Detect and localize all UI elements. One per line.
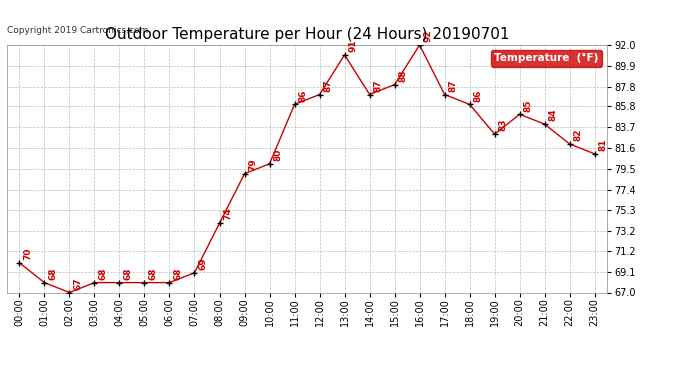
- Text: 68: 68: [124, 267, 132, 280]
- Text: 74: 74: [224, 208, 233, 220]
- Text: 79: 79: [248, 158, 257, 171]
- Text: 68: 68: [99, 267, 108, 280]
- Text: 81: 81: [599, 139, 608, 151]
- Text: 80: 80: [274, 148, 283, 161]
- Title: Outdoor Temperature per Hour (24 Hours) 20190701: Outdoor Temperature per Hour (24 Hours) …: [105, 27, 509, 42]
- Text: 87: 87: [448, 79, 457, 92]
- Text: 86: 86: [474, 89, 483, 102]
- Legend: Temperature  (°F): Temperature (°F): [491, 50, 602, 66]
- Text: 92: 92: [424, 30, 433, 42]
- Text: 68: 68: [148, 267, 157, 280]
- Text: 68: 68: [174, 267, 183, 280]
- Text: 69: 69: [199, 257, 208, 270]
- Text: 86: 86: [299, 89, 308, 102]
- Text: 83: 83: [499, 119, 508, 131]
- Text: 91: 91: [348, 39, 357, 52]
- Text: 84: 84: [549, 109, 558, 122]
- Text: 70: 70: [23, 248, 32, 260]
- Text: 82: 82: [574, 129, 583, 141]
- Text: 85: 85: [524, 99, 533, 111]
- Text: 87: 87: [324, 79, 333, 92]
- Text: 67: 67: [74, 277, 83, 290]
- Text: 68: 68: [48, 267, 57, 280]
- Text: 87: 87: [374, 79, 383, 92]
- Text: 88: 88: [399, 69, 408, 82]
- Text: Copyright 2019 Cartronics.com: Copyright 2019 Cartronics.com: [7, 26, 148, 35]
